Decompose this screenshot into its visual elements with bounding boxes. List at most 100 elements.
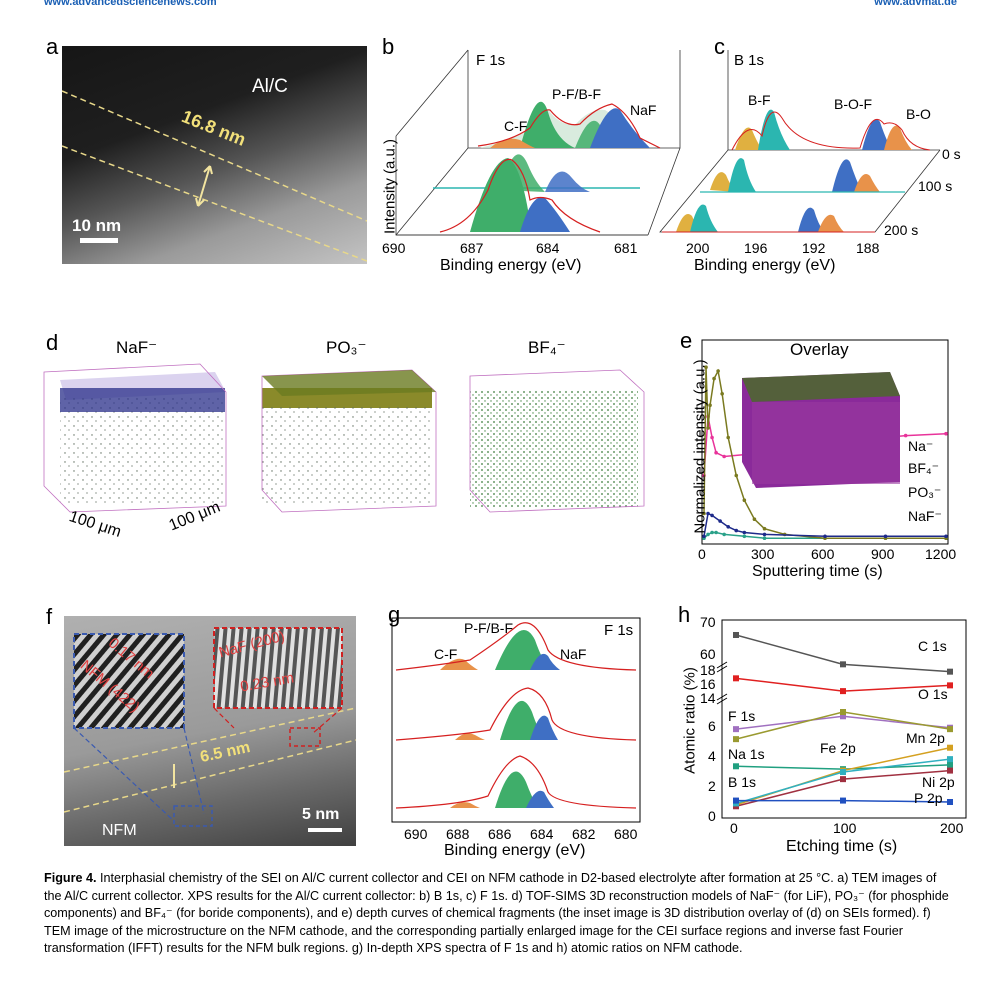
data-point-3-6 (742, 530, 747, 535)
data-point-1-4 (722, 532, 726, 537)
panel-h-ytick-16: 16 (700, 676, 716, 692)
caption-figure-label: Figure 4. (44, 871, 97, 885)
data-point-7-2 (947, 756, 953, 763)
panel-h-xtick-200: 200 (940, 820, 964, 836)
panel-g-xlabel: Binding energy (eV) (444, 842, 586, 859)
data-point-1-6 (762, 536, 767, 540)
panel-b-peak-pfbf: P-F/B-F (552, 86, 601, 102)
panel-b-letter: b (382, 34, 395, 59)
data-point-2-10 (752, 517, 757, 521)
caption-text: Interphasial chemistry of the SEI on Al/… (44, 871, 949, 956)
panel-e-xlabel: Sputtering time (s) (752, 563, 883, 580)
panel-c-peak-bof: B-O-F (834, 96, 873, 112)
data-point-2-1 (840, 713, 846, 720)
panel-c-xtick-4: 188 (856, 240, 880, 256)
panel-h-chart (716, 619, 967, 819)
data-point-0-10 (903, 433, 908, 438)
panel-h-ytick-6: 6 (708, 718, 716, 734)
data-point-1-2 (947, 682, 953, 689)
panel-h-ytick-70: 70 (700, 614, 716, 630)
panel-g-peak-cf: C-F (434, 646, 458, 662)
panel-d-label-naf: NaF⁻ (116, 338, 158, 357)
data-point-7-1 (840, 769, 846, 775)
panel-h-label-p2p: P 2p (914, 790, 943, 806)
panel-g-xtick-4: 684 (530, 826, 554, 842)
panel-h-label-o1s: O 1s (918, 686, 948, 702)
data-point-2-6 (720, 392, 724, 396)
panel-e-letter: e (680, 328, 693, 353)
panel-h-label-f1s: F 1s (728, 708, 756, 724)
panel-e-legend-naf: NaF⁻ (908, 508, 942, 524)
panel-h-letter: h (678, 602, 691, 627)
panel-h-ytick-0: 0 (708, 808, 716, 824)
data-point-0-11 (944, 431, 948, 436)
panel-h-label-mn2p: Mn 2p (906, 730, 945, 746)
panel-c-xps-waterfall (659, 50, 941, 233)
data-point-1-0 (733, 675, 739, 682)
panel-c-letter: c (714, 34, 725, 59)
panel-b-xtick-2: 687 (460, 240, 484, 256)
data-point-2-11 (762, 526, 767, 531)
data-point-3-4 (726, 525, 730, 529)
data-point-1-1 (706, 532, 710, 537)
panel-h-ytick-4: 4 (708, 748, 716, 764)
panel-e-xtick-4: 900 (871, 546, 895, 562)
panel-h-ytick-60: 60 (700, 646, 716, 662)
panel-e-legend-na: Na⁻ (908, 438, 934, 454)
panel-e-legend-bf4: BF₄⁻ (908, 460, 939, 476)
data-point-1-1 (840, 688, 846, 695)
panel-e-chart (701, 339, 949, 545)
panel-c-xtick-2: 196 (744, 240, 768, 256)
panel-d-tofsims-cubes (43, 363, 645, 513)
panel-d-label-bf4: BF₄⁻ (528, 338, 566, 357)
panel-e-xtick-2: 300 (751, 546, 775, 562)
data-point-3-0 (702, 534, 706, 539)
cube-po3 (261, 369, 437, 513)
header-left[interactable]: www.advancedsciencenews.com (44, 0, 217, 8)
panel-e-legend-po3: PO₃⁻ (908, 484, 942, 500)
panel-e-xtick-1: 0 (698, 546, 706, 562)
cube-bf4 (469, 369, 645, 513)
data-point-6-2 (947, 767, 953, 774)
panel-e-inset-label: Overlay (790, 340, 849, 359)
data-point-3-2 (947, 726, 953, 733)
data-point-3-2 (710, 513, 714, 518)
panel-g-xtick-5: 682 (572, 826, 596, 842)
data-point-1-3 (714, 530, 718, 535)
header-right[interactable]: www.advmat.de (874, 0, 957, 8)
data-point-4-0 (733, 763, 739, 770)
panel-g-letter: g (388, 602, 401, 627)
data-point-0-0 (733, 632, 739, 638)
data-point-0-4 (722, 454, 726, 459)
panel-h-label-na1s: Na 1s (728, 746, 765, 762)
panel-b-xtick-3: 684 (536, 240, 560, 256)
panel-c-time-200: 200 s (884, 222, 919, 238)
data-point-3-8 (823, 534, 827, 539)
data-point-0-2 (947, 668, 953, 675)
panel-g-xtick-1: 690 (404, 826, 428, 842)
data-point-2-8 (734, 473, 739, 478)
panel-f-scale: 5 nm (302, 806, 340, 823)
data-point-4-2 (947, 761, 953, 768)
data-point-3-3 (718, 519, 722, 523)
data-point-2-1 (704, 365, 708, 370)
panel-h-xlabel: Etching time (s) (786, 838, 898, 855)
panel-c-xlabel: Binding energy (eV) (694, 257, 836, 274)
panel-g-xtick-6: 680 (614, 826, 638, 842)
figure-caption: Figure 4. Interphasial chemistry of the … (44, 870, 954, 958)
data-point-0-2 (710, 435, 714, 440)
panel-g-xtick-2: 688 (446, 826, 470, 842)
data-point-3-7 (762, 532, 767, 537)
panel-c-peak-bo: B-O (906, 106, 931, 122)
data-point-3-5 (734, 528, 739, 533)
data-point-2-5 (716, 369, 720, 373)
data-point-8-0 (733, 797, 739, 804)
panel-h-label-fe2p: Fe 2p (820, 740, 856, 756)
panel-a-tem-image: Al/C 16.8 nm 10 nm (62, 46, 367, 264)
panel-h-label-ni2p: Ni 2p (922, 774, 955, 790)
data-point-0-1 (840, 661, 846, 668)
panel-c-time-100: 100 s (918, 178, 953, 194)
cube-naf (43, 363, 227, 513)
panel-e-xtick-5: 1200 (925, 546, 957, 562)
data-point-5-2 (947, 744, 953, 751)
